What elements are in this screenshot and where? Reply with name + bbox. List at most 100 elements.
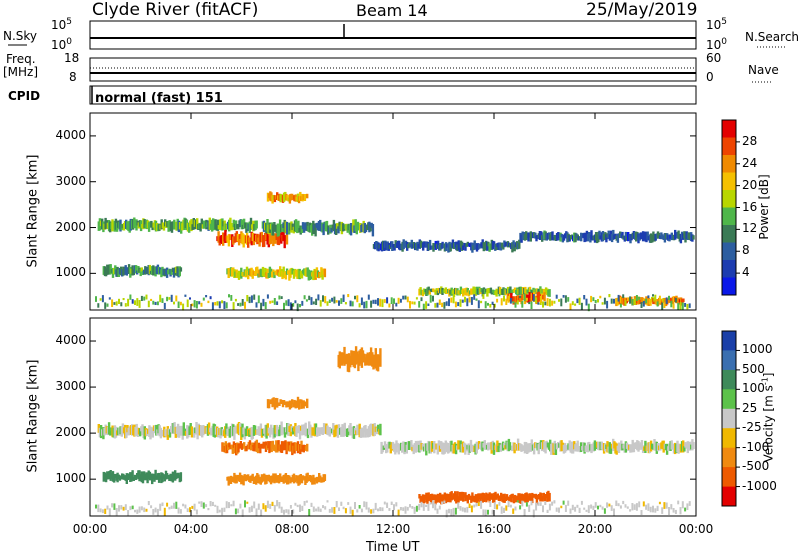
scatter-cell bbox=[360, 225, 363, 233]
near-range-cell bbox=[684, 507, 687, 512]
near-range-cell bbox=[370, 300, 373, 308]
scatter-cell bbox=[154, 267, 157, 277]
near-range-cell bbox=[205, 295, 208, 298]
near-range-cell bbox=[571, 504, 574, 511]
near-range-cell bbox=[333, 296, 336, 304]
scatter-cell bbox=[300, 226, 303, 233]
near-range-cell bbox=[564, 295, 567, 303]
colorbar-segment bbox=[722, 447, 736, 468]
scatter-cell bbox=[430, 493, 434, 504]
near-range-cell bbox=[388, 303, 391, 308]
near-range-cell bbox=[285, 509, 288, 513]
scatter-cell bbox=[250, 224, 254, 229]
near-range-cell bbox=[399, 298, 402, 303]
near-range-cell bbox=[587, 505, 590, 514]
scatter-cell bbox=[279, 399, 282, 404]
power-colorbar-title: Power [dB] bbox=[757, 174, 771, 240]
scatter-cell bbox=[199, 223, 202, 232]
near-range-cell bbox=[585, 509, 588, 512]
scatter-cell bbox=[118, 475, 122, 481]
colorbar-segment bbox=[722, 331, 736, 351]
scatter-cell bbox=[362, 428, 365, 438]
near-range-cell bbox=[104, 508, 107, 514]
scatter-cell bbox=[229, 235, 233, 240]
near-range-cell bbox=[383, 299, 386, 303]
scatter-cell bbox=[234, 220, 238, 230]
near-range-cell bbox=[429, 502, 432, 505]
near-range-cell bbox=[457, 302, 460, 307]
colorbar-tick-label: 20 bbox=[742, 177, 758, 192]
near-range-cell bbox=[342, 294, 345, 302]
scatter-cell bbox=[231, 444, 234, 454]
scatter-cell bbox=[200, 218, 203, 228]
scatter-cell bbox=[306, 472, 309, 482]
near-range-cell bbox=[519, 295, 522, 299]
near-range-cell bbox=[198, 501, 201, 504]
scatter-cell bbox=[196, 427, 199, 440]
near-range-cell bbox=[512, 301, 515, 304]
near-range-cell bbox=[161, 298, 164, 303]
near-range-cell bbox=[580, 500, 583, 505]
scatter-cell bbox=[131, 265, 134, 276]
near-range-cell bbox=[347, 294, 350, 298]
scatter-cell bbox=[483, 494, 487, 501]
near-range-cell bbox=[498, 502, 501, 506]
x-tick-label: 16:00 bbox=[476, 522, 512, 536]
near-range-cell bbox=[211, 501, 214, 506]
near-range-cell bbox=[594, 502, 597, 508]
near-range-cell bbox=[528, 301, 531, 305]
near-range-cell bbox=[225, 302, 228, 309]
near-range-cell bbox=[475, 503, 478, 507]
scatter-cell bbox=[265, 445, 269, 450]
near-range-cell bbox=[328, 508, 331, 513]
near-range-cell bbox=[448, 298, 450, 307]
near-range-cell bbox=[266, 500, 269, 509]
near-range-cell bbox=[406, 296, 409, 303]
scatter-cell bbox=[428, 239, 432, 250]
near-range-cell bbox=[101, 509, 104, 514]
scatter-cell bbox=[153, 425, 157, 434]
near-range-cell bbox=[626, 506, 629, 509]
near-range-cell bbox=[567, 500, 570, 506]
near-range-cell bbox=[649, 506, 652, 513]
near-range-cell bbox=[228, 294, 230, 298]
near-range-cell bbox=[688, 501, 691, 506]
scatter-cell bbox=[283, 235, 286, 249]
near-range-cell bbox=[489, 501, 492, 507]
near-range-cell bbox=[658, 501, 661, 505]
scatter-cell bbox=[291, 399, 294, 405]
near-range-cell bbox=[489, 304, 492, 308]
scatter-cell bbox=[299, 425, 303, 431]
near-range-cell bbox=[156, 301, 159, 306]
scatter-cell bbox=[142, 269, 146, 275]
scatter-cell bbox=[692, 442, 695, 449]
near-range-cell bbox=[124, 504, 127, 511]
near-range-cell bbox=[145, 294, 148, 300]
near-range-cell bbox=[310, 502, 313, 507]
scatter-cell bbox=[526, 294, 529, 299]
near-range-cell bbox=[516, 500, 519, 503]
near-range-cell bbox=[484, 509, 487, 517]
scatter-cell bbox=[508, 293, 512, 300]
scatter-cell bbox=[495, 494, 498, 500]
near-range-cell bbox=[152, 300, 155, 305]
near-range-cell bbox=[315, 298, 318, 305]
near-range-cell bbox=[177, 507, 180, 514]
near-range-cell bbox=[266, 294, 269, 299]
scatter-cell bbox=[500, 242, 504, 248]
colorbar-segment bbox=[722, 172, 736, 191]
scatter-cell bbox=[353, 427, 357, 435]
scatter-cell bbox=[269, 237, 273, 244]
scatter-cell bbox=[435, 443, 438, 450]
near-range-cell bbox=[271, 300, 274, 303]
scatter-cell bbox=[497, 445, 500, 453]
near-range-cell bbox=[530, 301, 533, 309]
scatter-cell bbox=[248, 440, 252, 450]
scatter-cell bbox=[289, 401, 293, 409]
near-range-cell bbox=[496, 504, 499, 510]
near-range-cell bbox=[344, 508, 347, 514]
near-range-cell bbox=[445, 509, 448, 518]
scatter-cell bbox=[107, 472, 110, 480]
scatter-cell bbox=[683, 446, 686, 452]
near-range-cell bbox=[322, 295, 324, 302]
